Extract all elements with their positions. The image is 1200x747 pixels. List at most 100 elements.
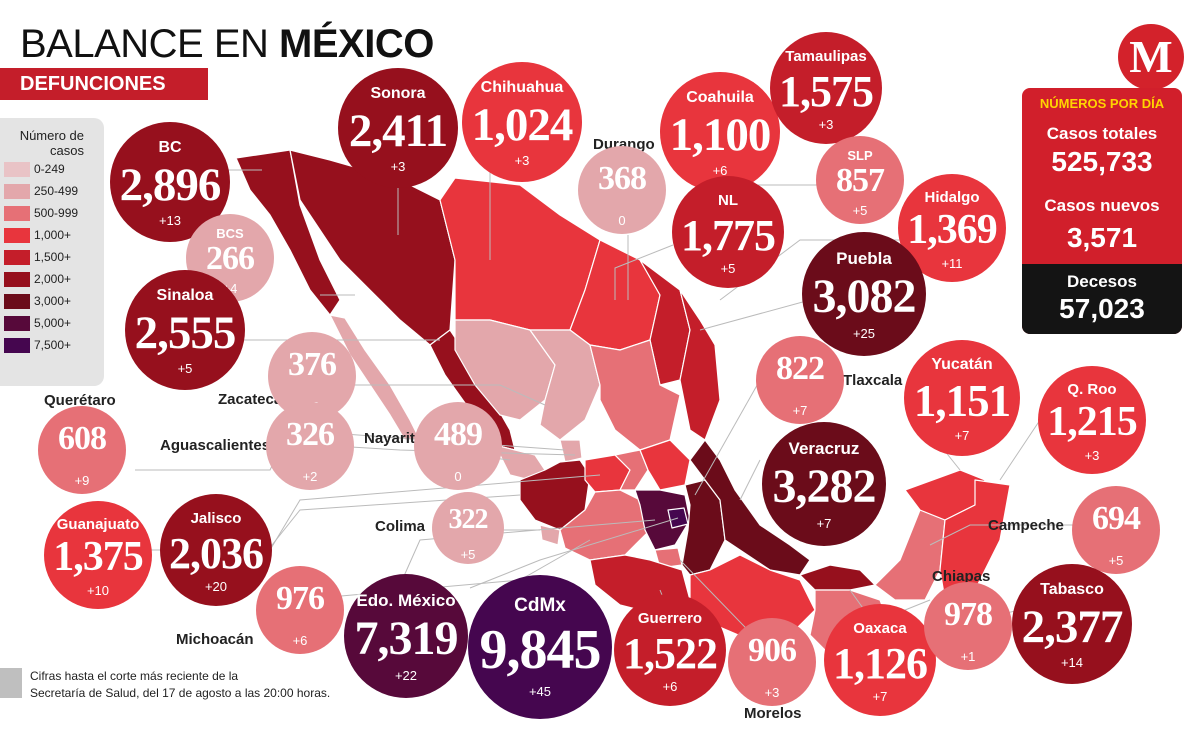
map-region-chihuahua bbox=[439, 177, 601, 331]
state-bubble-morelos: 906 +3 bbox=[728, 618, 816, 706]
legend-swatch bbox=[4, 184, 30, 199]
state-bubble-puebla: Puebla 3,082 +25 bbox=[802, 232, 926, 356]
state-new-deaths: 0 bbox=[618, 213, 626, 228]
state-new-deaths: +5 bbox=[460, 547, 476, 562]
state-new-deaths: +20 bbox=[204, 579, 228, 594]
deaths-label: Decesos bbox=[1067, 272, 1137, 291]
state-name: SLP bbox=[847, 148, 873, 163]
state-name: CdMx bbox=[514, 595, 566, 616]
state-name: Guanajuato bbox=[56, 516, 140, 533]
map-region-tabasco bbox=[799, 564, 876, 591]
legend-label: 0-249 bbox=[34, 162, 65, 176]
state-bubble-bcs: BCS 266 +4 bbox=[186, 214, 274, 302]
state-new-deaths: +3 bbox=[818, 117, 834, 132]
map-region-aguascalientes bbox=[559, 439, 583, 463]
title-bold: MÉXICO bbox=[279, 22, 434, 66]
legend-item: 3,000+ bbox=[4, 292, 96, 312]
state-new-deaths: +5 bbox=[720, 261, 736, 276]
state-deaths-value: 2,555 bbox=[134, 307, 237, 359]
total-cases-value: 525,733 bbox=[1051, 146, 1153, 177]
deaths-value: 57,023 bbox=[1059, 293, 1145, 324]
title-light: BALANCE EN bbox=[20, 22, 269, 66]
state-new-deaths: +3 bbox=[764, 685, 780, 700]
state-bubble-slp: SLP 857 +5 bbox=[816, 136, 904, 224]
state-bubble-guanajuato: Guanajuato 1,375 +10 bbox=[44, 501, 152, 609]
state-deaths-value: 266 bbox=[206, 240, 255, 277]
state-deaths-value: 1,375 bbox=[53, 534, 144, 580]
state-new-deaths: +6 bbox=[712, 163, 728, 178]
state-deaths-value: 1,126 bbox=[833, 639, 928, 688]
state-bubble-campeche: 694 +5 bbox=[1072, 486, 1160, 574]
state-new-deaths: +7 bbox=[792, 403, 808, 418]
state-new-deaths: +5 bbox=[852, 203, 868, 218]
legend-title: Número de casos bbox=[19, 128, 84, 158]
state-name: Chiapas bbox=[932, 568, 991, 585]
state-bubble-tamaulipas: Tamaulipas 1,575 +3 bbox=[770, 32, 882, 144]
state-bubble-q-roo: Q. Roo 1,215 +3 bbox=[1038, 366, 1146, 474]
state-bubble-jalisco: Jalisco 2,036 +20 bbox=[160, 494, 272, 606]
legend-item: 1,000+ bbox=[4, 226, 96, 246]
state-bubble-chiapas: 978 +1 bbox=[924, 582, 1012, 670]
state-new-deaths: +7 bbox=[954, 428, 970, 443]
legend-label: 1,000+ bbox=[34, 228, 72, 242]
state-deaths-value: 857 bbox=[836, 162, 885, 199]
state-new-deaths: +5 bbox=[177, 361, 193, 376]
state-name: NL bbox=[718, 192, 738, 209]
milenio-logo: M bbox=[1118, 24, 1184, 90]
legend-swatch bbox=[4, 272, 30, 287]
footnote-marker bbox=[0, 668, 22, 698]
legend-swatch bbox=[4, 294, 30, 309]
state-new-deaths: +2 bbox=[302, 469, 318, 484]
state-deaths-value: 1,369 bbox=[907, 207, 998, 253]
state-bubble-cdmx: CdMx 9,845 +45 bbox=[468, 575, 612, 719]
state-deaths-value: 608 bbox=[58, 420, 107, 457]
map-region-veracruz bbox=[689, 439, 811, 576]
state-deaths-value: 978 bbox=[944, 596, 993, 633]
new-cases-label: Casos nuevos bbox=[1044, 196, 1160, 215]
deaths-box bbox=[1022, 264, 1182, 334]
state-name: Sonora bbox=[370, 85, 426, 102]
state-name: Q. Roo bbox=[1067, 381, 1117, 398]
legend-item: 0-249 bbox=[4, 160, 96, 180]
state-new-deaths: +25 bbox=[852, 326, 876, 341]
legend-label: 250-499 bbox=[34, 184, 79, 198]
state-bubble-sinaloa: Sinaloa 2,555 +5 bbox=[125, 270, 245, 390]
legend-label: 500-999 bbox=[34, 206, 79, 220]
state-name: Sinaloa bbox=[156, 287, 214, 304]
state-name: Aguascalientes bbox=[160, 437, 271, 454]
state-name: Coahuila bbox=[686, 89, 754, 106]
footnote-line-2: Secretaría de Salud, del 17 de agosto a … bbox=[30, 686, 331, 700]
state-new-deaths: +10 bbox=[86, 583, 110, 598]
legend-swatch bbox=[4, 162, 30, 177]
map-region-durango bbox=[454, 319, 556, 421]
legend-label: 3,000+ bbox=[34, 294, 72, 308]
state-new-deaths: +11 bbox=[941, 256, 963, 271]
state-deaths-value: 322 bbox=[448, 504, 489, 535]
state-name: Tamaulipas bbox=[785, 48, 867, 65]
state-deaths-value: 694 bbox=[1092, 500, 1141, 537]
state-deaths-value: 3,282 bbox=[772, 460, 877, 513]
state-name: BCS bbox=[216, 226, 244, 241]
state-new-deaths: +22 bbox=[394, 668, 418, 683]
state-bubble-veracruz: Veracruz 3,282 +7 bbox=[762, 422, 886, 546]
state-name: Campeche bbox=[988, 517, 1064, 534]
state-deaths-value: 2,411 bbox=[348, 105, 448, 157]
state-deaths-value: 3,082 bbox=[812, 270, 917, 323]
state-deaths-value: 1,575 bbox=[779, 67, 874, 116]
state-bubble-guerrero: Guerrero 1,522 +6 bbox=[614, 594, 726, 706]
state-name: Chihuahua bbox=[480, 79, 564, 96]
state-bubble-michoacan: 976 +6 bbox=[256, 566, 344, 654]
state-name: BC bbox=[158, 139, 182, 156]
state-new-deaths: 0 bbox=[454, 469, 462, 484]
state-deaths-value: 1,024 bbox=[471, 99, 574, 151]
legend-item: 7,500+ bbox=[4, 336, 96, 356]
state-name: Guerrero bbox=[637, 610, 703, 627]
legend-swatch bbox=[4, 316, 30, 331]
state-name: Edo. México bbox=[356, 591, 456, 610]
state-deaths-value: 2,036 bbox=[169, 529, 264, 578]
state-new-deaths: +3 bbox=[1084, 448, 1100, 463]
state-bubble-edo-mexico: Edo. México 7,319 +22 bbox=[344, 574, 468, 698]
legend-label: 7,500+ bbox=[34, 338, 72, 352]
state-new-deaths: +7 bbox=[872, 689, 888, 704]
state-bubble-yucatan: Yucatán 1,151 +7 bbox=[904, 340, 1020, 456]
